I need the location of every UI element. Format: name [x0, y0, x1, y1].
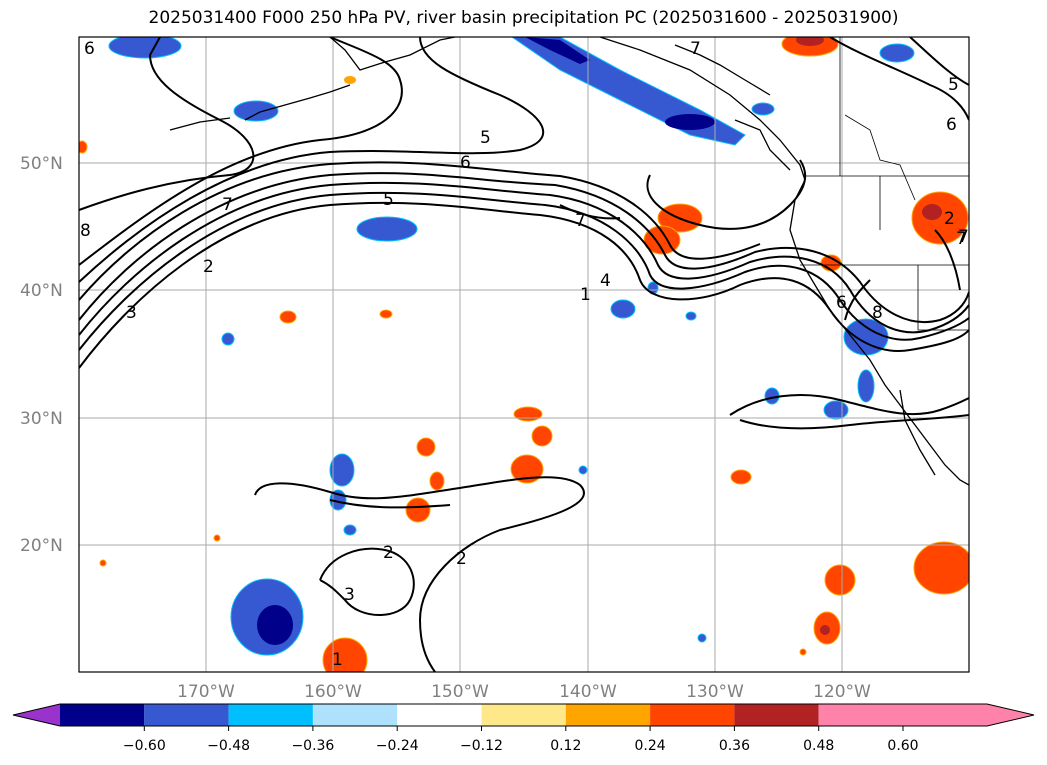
latitude-labels: 50°N 40°N 30°N 20°N [20, 154, 63, 556]
colorbar-segment [650, 704, 735, 726]
colorbar-tick-label: −0.24 [376, 738, 419, 754]
contour-label: 7 [575, 211, 586, 231]
lat-label-50n: 50°N [20, 154, 63, 174]
colorbar: −0.60 −0.48 −0.36 −0.24 −0.12 0.12 0.24 … [12, 703, 1035, 754]
contour-label: 7 [956, 229, 967, 249]
contour-label: 2 [383, 543, 394, 563]
contour-label: 1 [580, 285, 591, 305]
longitude-labels: 170°W 160°W 150°W 140°W 130°W 120°W [177, 682, 871, 702]
colorbar-tick-label: 0.60 [887, 738, 918, 754]
contour-label: 3 [126, 303, 137, 323]
map-panel: 6 7 5 6 7 5 2 3 8 7 4 1 2 3 2 1 8 6 7 5 … [79, 37, 969, 672]
contour-label: 8 [80, 221, 91, 241]
colorbar-segment [228, 704, 313, 726]
contour-label: 2 [456, 549, 467, 569]
colorbar-high-extension [987, 704, 1034, 726]
colorbar-tick-label: −0.60 [123, 738, 166, 754]
colorbar-tick-label: −0.48 [207, 738, 250, 754]
colorbar-segment [903, 704, 987, 726]
contour-label: 8 [872, 303, 883, 323]
lat-label-40n: 40°N [20, 281, 63, 301]
colorbar-low-extension [13, 704, 60, 726]
lon-label-130w: 130°W [686, 682, 744, 702]
gridlines [79, 37, 969, 672]
state-borders [800, 37, 969, 331]
colorbar-segment [734, 704, 819, 726]
lon-label-170w: 170°W [177, 682, 235, 702]
colorbar-tick-label: 0.24 [635, 738, 666, 754]
lat-label-20n: 20°N [20, 536, 63, 556]
pv-contours [79, 37, 969, 672]
colorbar-tick-label: −0.36 [291, 738, 334, 754]
colorbar-ticks [143, 726, 904, 731]
colorbar-outline [12, 703, 1035, 727]
contour-label: 7 [958, 227, 969, 247]
colorbar-segment [312, 704, 398, 726]
lon-label-150w: 150°W [431, 682, 489, 702]
contour-label: 6 [946, 115, 957, 135]
contour-label: 6 [836, 293, 847, 313]
contour-label: 7 [690, 39, 701, 59]
contour-label: 3 [344, 585, 355, 605]
contour-labels: 6 7 5 6 7 5 2 3 8 7 4 1 2 3 2 1 8 6 7 5 … [80, 39, 969, 670]
contour-label: 2 [944, 209, 955, 229]
colorbar-segment [565, 704, 651, 726]
colorbar-segment [818, 704, 903, 726]
colorbar-tick-label: 0.12 [550, 738, 581, 754]
contour-label: 2 [203, 257, 214, 277]
contour-label: 6 [84, 39, 95, 59]
map-frame [78, 36, 970, 673]
colorbar-tick-label: 0.48 [803, 738, 834, 754]
lon-label-120w: 120°W [813, 682, 871, 702]
contour-label: 1 [332, 650, 343, 670]
lon-label-160w: 160°W [304, 682, 362, 702]
colorbar-segment [60, 704, 145, 726]
contour-label: 5 [948, 75, 959, 95]
colorbar-segment [397, 704, 482, 726]
colorbar-tick-label: 0.36 [719, 738, 750, 754]
contour-label: 5 [480, 128, 491, 148]
contour-label: 6 [460, 153, 471, 173]
colorbar-tick-label: −0.12 [460, 738, 503, 754]
colorbar-segment [481, 704, 566, 726]
lon-label-140w: 140°W [559, 682, 617, 702]
map-title: 2025031400 F000 250 hPa PV, river basin … [148, 8, 899, 28]
contour-label: 5 [383, 190, 394, 210]
lat-label-30n: 30°N [20, 409, 63, 429]
contour-label: 7 [222, 195, 233, 215]
contour-label: 4 [600, 271, 611, 291]
colorbar-segment [144, 704, 229, 726]
